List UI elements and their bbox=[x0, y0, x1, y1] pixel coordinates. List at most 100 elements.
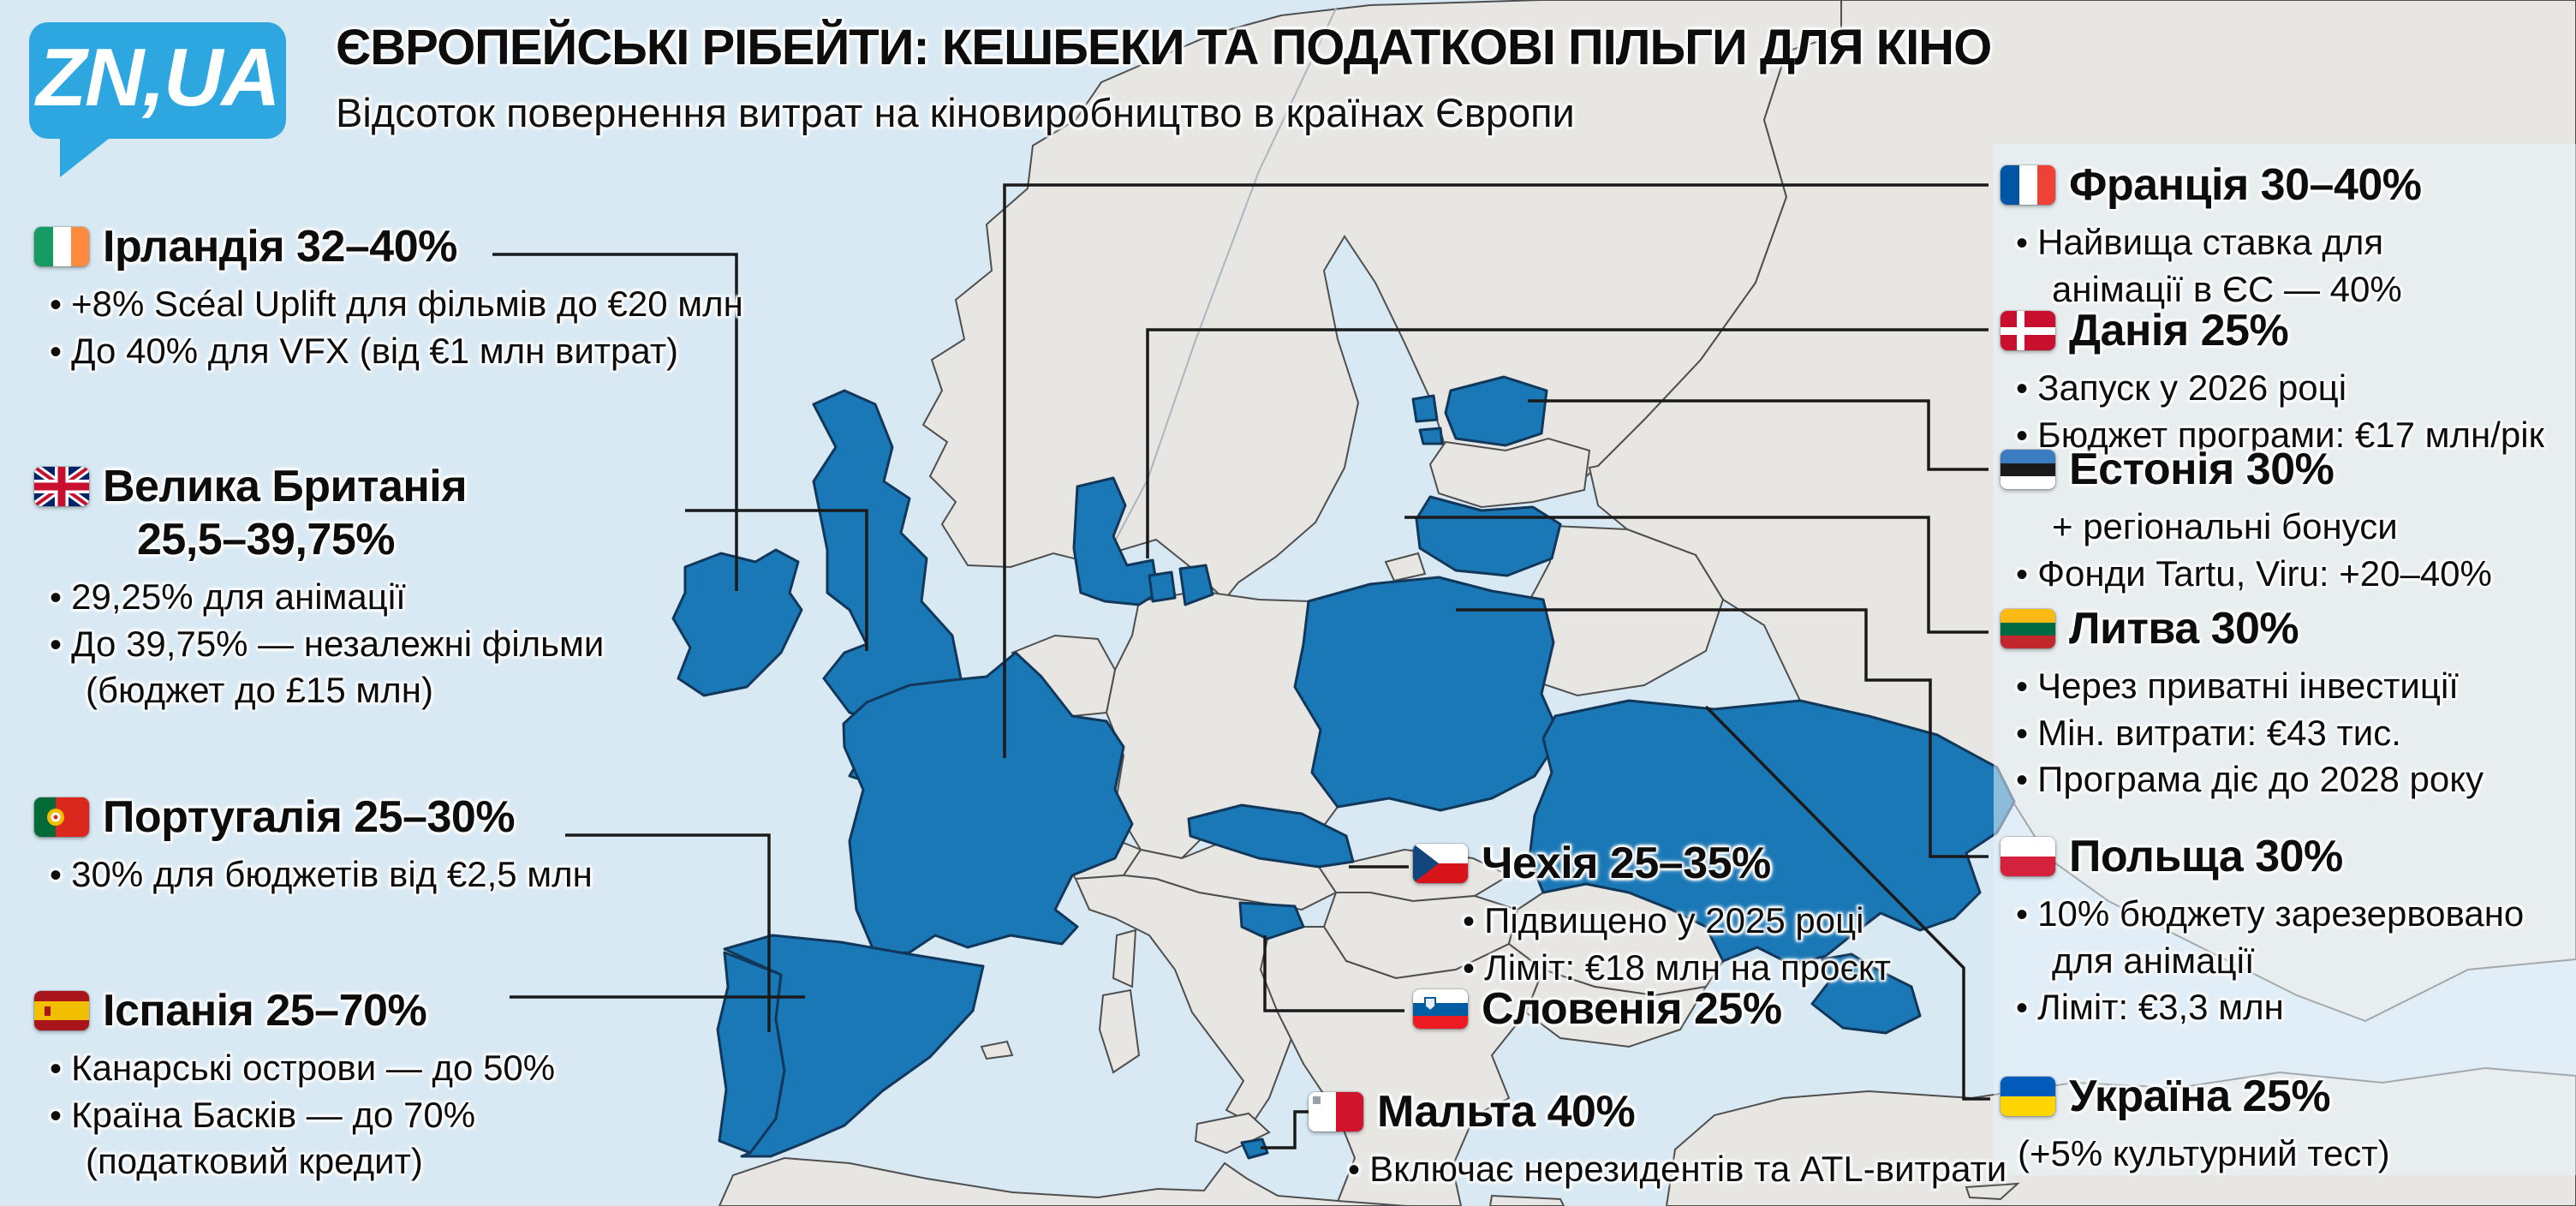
island-funen bbox=[1148, 570, 1177, 603]
country-bullet-cont: для анімації bbox=[2052, 940, 2255, 981]
country-block-denmark: Данія 25% Запуск у 2026 році Бюджет прог… bbox=[2001, 305, 2544, 458]
leader-denmark bbox=[1146, 328, 1989, 558]
island-corsica bbox=[1112, 928, 1137, 988]
country-title: Естонія 30% bbox=[2069, 445, 2334, 494]
flag-estonia-icon bbox=[2001, 450, 2055, 489]
country-bullet: Бюджет програми: €17 млн/рік bbox=[2001, 412, 2544, 459]
country-title: Польща 30% bbox=[2069, 832, 2343, 881]
country-shape-africa bbox=[718, 1156, 1407, 1206]
country-block-france: Франція 30–40% Найвища ставка для анімац… bbox=[2001, 159, 2422, 313]
leader-lithuania bbox=[1404, 516, 1989, 634]
island-crete bbox=[1488, 1194, 1565, 1206]
island-balearics bbox=[980, 1040, 1014, 1060]
flag-france-icon bbox=[2001, 165, 2055, 205]
country-title: Данія 25% bbox=[2069, 306, 2289, 355]
country-bullet: Запуск у 2026 році bbox=[2001, 365, 2544, 412]
country-shape-poland bbox=[1293, 576, 1562, 812]
country-title: Словенія 25% bbox=[1482, 984, 1782, 1034]
country-bullet: Найвища ставка для bbox=[2001, 219, 2422, 266]
island-zealand bbox=[1178, 564, 1214, 606]
country-shape-malta bbox=[1240, 1137, 1269, 1160]
country-bullet-cont: (бюджет до £15 млн) bbox=[86, 670, 433, 711]
island-sardinia bbox=[1098, 988, 1141, 1074]
znua-logo-text: ZN,UA bbox=[36, 32, 280, 123]
flag-poland-icon bbox=[2001, 837, 2055, 876]
country-shape-spain bbox=[723, 934, 985, 1158]
country-bullet: Мін. витрати: €43 тис. bbox=[2001, 710, 2484, 757]
country-block-ukraine: Україна 25% (+5% культурний тест) bbox=[2001, 1071, 2390, 1178]
leader-poland bbox=[1456, 608, 1989, 858]
country-block-uk: Велика Британія 25,5–39,75% 29,25% для а… bbox=[34, 461, 604, 714]
country-bullet: Підвищено у 2025 році bbox=[1447, 898, 1891, 945]
country-bullet: Фонди Tartu, Viru: +20–40% bbox=[2001, 551, 2492, 598]
country-bullet: 29,25% для анімації bbox=[34, 574, 604, 621]
country-bullet-cont: анімації в ЄС — 40% bbox=[2052, 268, 2402, 309]
flag-ukraine-icon bbox=[2001, 1077, 2055, 1116]
leader-malta bbox=[1261, 1110, 1309, 1149]
page-title: ЄВРОПЕЙСЬКІ РІБЕЙТИ: КЕШБЕКИ ТА ПОДАТКОВ… bbox=[336, 20, 1992, 75]
country-block-czech: Чехія 25–35% Підвищено у 2025 році Ліміт… bbox=[1413, 838, 1891, 991]
country-bullet: Включає нерезидентів та ATL-витрати bbox=[1333, 1146, 2007, 1193]
country-shape-latvia bbox=[1428, 437, 1591, 509]
country-bullet: 30% для бюджетів від €2,5 млн bbox=[34, 851, 593, 899]
island-hiiumaa bbox=[1418, 427, 1444, 445]
country-shape-france bbox=[842, 651, 1134, 956]
country-shape-czech bbox=[1187, 803, 1355, 869]
flag-denmark-icon bbox=[2001, 311, 2055, 350]
country-title: Ірландія 32–40% bbox=[103, 222, 457, 272]
leader-portugal bbox=[565, 833, 771, 1032]
country-title: Чехія 25–35% bbox=[1482, 839, 1771, 888]
country-title: Литва 30% bbox=[2069, 604, 2299, 654]
leader-france bbox=[1003, 183, 1989, 758]
country-title-2: 25,5–39,75% bbox=[137, 515, 396, 564]
country-bullet: До 40% для VFX (від €1 млн витрат) bbox=[34, 328, 743, 375]
country-subtitle: + регіональні бонуси bbox=[2052, 506, 2398, 546]
country-block-spain: Іспанія 25–70% Канарські острови — до 50… bbox=[34, 985, 555, 1185]
country-bullet: Країна Басків — до 70% bbox=[34, 1092, 555, 1139]
znua-logo-icon bbox=[29, 22, 286, 177]
country-bullet: Через приватні інвестиції bbox=[2001, 663, 2484, 710]
country-title: Португалія 25–30% bbox=[103, 792, 516, 842]
country-block-malta: Мальта 40% Включає нерезидентів та ATL-в… bbox=[1309, 1086, 2007, 1193]
country-bullet: Ліміт: €18 млн на проєкт bbox=[1447, 945, 1891, 992]
country-bullet: +8% Scéal Uplift для фільмів до €20 млн bbox=[34, 281, 743, 328]
country-shape-kaliningrad bbox=[1384, 552, 1427, 582]
country-shape-ireland bbox=[671, 548, 803, 697]
country-block-lithuania: Литва 30% Через приватні інвестиції Мін.… bbox=[2001, 603, 2484, 803]
flag-portugal-icon bbox=[34, 797, 89, 837]
country-bullet: 10% бюджету зарезервовано bbox=[2001, 891, 2524, 938]
country-subtitle: (+5% культурний тест) bbox=[2018, 1133, 2390, 1173]
country-bullet: Канарські острови — до 50% bbox=[34, 1045, 555, 1092]
country-bullet: До 39,75% — незалежні фільми bbox=[34, 621, 604, 668]
flag-spain-icon bbox=[34, 991, 89, 1030]
country-block-portugal: Португалія 25–30% 30% для бюджетів від €… bbox=[34, 791, 593, 899]
country-block-ireland: Ірландія 32–40% +8% Scéal Uplift для філ… bbox=[34, 221, 743, 374]
country-title: Мальта 40% bbox=[1377, 1087, 1636, 1137]
flag-lithuania-icon bbox=[2001, 609, 2055, 648]
country-title: Франція 30–40% bbox=[2069, 160, 2422, 210]
flag-ireland-icon bbox=[34, 227, 89, 266]
country-bullet: Програма діє до 2028 року bbox=[2001, 756, 2484, 803]
country-block-estonia: Естонія 30% + регіональні бонуси Фонди T… bbox=[2001, 444, 2492, 597]
island-saaremaa bbox=[1411, 394, 1439, 423]
flag-uk-icon bbox=[34, 467, 89, 506]
country-shape-balkans bbox=[1259, 926, 1545, 1206]
leader-ireland bbox=[492, 253, 738, 591]
leader-ukraine bbox=[1704, 705, 1990, 1101]
country-bullet: Ліміт: €3,3 млн bbox=[2001, 984, 2524, 1031]
leader-uk bbox=[685, 509, 868, 651]
flag-malta-icon bbox=[1309, 1092, 1363, 1131]
page-subtitle: Відсоток повернення витрат на кіновиробн… bbox=[336, 90, 1575, 135]
country-shape-estonia bbox=[1444, 375, 1548, 447]
country-block-slovenia: Словенія 25% bbox=[1413, 983, 1782, 1035]
leader-estonia bbox=[1528, 399, 1989, 471]
leader-slovenia bbox=[1263, 935, 1404, 1012]
country-title: Велика Британія bbox=[103, 462, 468, 511]
country-shape-slovenia bbox=[1238, 901, 1305, 940]
country-bullet-cont: (податковий кредит) bbox=[86, 1141, 423, 1182]
country-title: Іспанія 25–70% bbox=[103, 986, 427, 1036]
flag-slovenia-icon bbox=[1413, 989, 1468, 1029]
flag-czech-icon bbox=[1413, 844, 1468, 883]
country-block-poland: Польща 30% 10% бюджету зарезервовано для… bbox=[2001, 831, 2524, 1031]
